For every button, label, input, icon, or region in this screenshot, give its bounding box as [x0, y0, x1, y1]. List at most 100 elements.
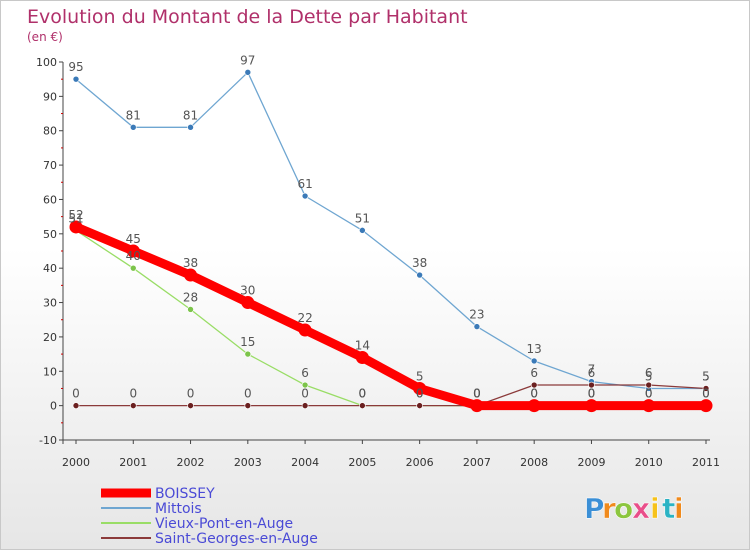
data-label: 0 [473, 387, 481, 401]
data-point [413, 381, 427, 395]
y-tick-label: 20 [43, 331, 57, 344]
data-point [699, 399, 713, 413]
legend: BOISSEYMittoisVieux-Pont-en-AugeSaint-Ge… [101, 486, 318, 547]
chart-title: Evolution du Montant de la Dette par Hab… [27, 6, 468, 28]
y-tick-label: 40 [43, 262, 57, 275]
data-point [129, 264, 137, 272]
logo-letter: r [602, 492, 616, 525]
x-tick-label: 2010 [635, 456, 663, 469]
data-label: 6 [588, 366, 596, 380]
data-point [416, 402, 423, 409]
data-label: 0 [530, 387, 538, 401]
y-tick-label: 50 [43, 228, 57, 241]
x-tick-label: 2004 [291, 456, 319, 469]
data-label: 51 [355, 211, 370, 225]
data-point [301, 402, 309, 409]
data-label: 40 [126, 249, 141, 263]
data-label: 22 [297, 311, 312, 325]
data-label: 0 [473, 387, 481, 401]
data-label: 97 [240, 53, 255, 67]
data-label: 14 [355, 339, 370, 353]
data-label: 6 [530, 366, 538, 380]
y-tick-label: 100 [36, 56, 57, 69]
data-label: 0 [301, 387, 309, 401]
x-tick-label: 2009 [577, 456, 605, 469]
data-point [473, 323, 481, 330]
x-tick-label: 2000 [62, 456, 90, 469]
data-point [645, 381, 653, 389]
data-label: 95 [68, 60, 83, 74]
data-point [584, 399, 598, 413]
series-layer [69, 69, 713, 413]
data-point [244, 350, 252, 358]
data-point [187, 402, 194, 409]
data-label: 0 [645, 387, 653, 401]
x-tick-label: 2008 [520, 456, 548, 469]
y-tick-label: 90 [43, 90, 57, 103]
data-label: 0 [416, 387, 424, 401]
legend-label: BOISSEY [155, 486, 215, 502]
data-point [72, 75, 80, 83]
series-line-0 [74, 222, 706, 411]
y-tick-label: 80 [43, 125, 57, 138]
data-point [530, 381, 538, 389]
x-tick-label: 2003 [234, 456, 262, 469]
data-label: 0 [702, 387, 710, 401]
x-tick-label: 2001 [119, 456, 147, 469]
data-point [359, 402, 366, 409]
data-label: 51 [68, 211, 83, 225]
y-tick-label: -10 [39, 434, 57, 447]
y-tick-label: 30 [43, 297, 57, 310]
data-point [301, 381, 309, 389]
data-point [301, 192, 309, 200]
y-tick-label: 70 [43, 159, 57, 172]
data-point [187, 306, 194, 313]
data-point [527, 399, 541, 413]
legend-label: Mittois [155, 501, 202, 517]
data-label: 15 [240, 335, 255, 349]
data-labels-layer: 52 45 38 30 22 14 5 0 0 0 0 0 95 81 81 97 61 51 38 23 13 7 5 5 5… [68, 53, 709, 400]
data-point [359, 227, 366, 234]
data-label: 6 [645, 366, 653, 380]
data-label: 0 [359, 387, 367, 401]
legend-label: Vieux-Pont-en-Auge [155, 516, 293, 532]
data-label: 0 [72, 387, 80, 401]
logo-letter: x [632, 492, 650, 525]
x-tick-label: 2011 [692, 456, 720, 469]
data-label: 0 [129, 387, 137, 401]
data-point [702, 385, 710, 392]
data-label: 0 [416, 387, 424, 401]
data-label: 28 [183, 290, 198, 304]
series-line-3 [76, 384, 707, 407]
logo-letter: o [614, 492, 633, 525]
chart-subtitle: (en €) [27, 30, 63, 44]
y-tick-label: 10 [43, 365, 57, 378]
data-label: 5 [645, 369, 653, 383]
data-label: 5 [416, 369, 424, 383]
data-label: 0 [588, 387, 596, 401]
x-tick-label: 2007 [463, 456, 491, 469]
data-label: 45 [126, 232, 141, 246]
data-label: 7 [588, 363, 596, 377]
data-point [470, 399, 484, 413]
logo-letter: P [584, 492, 605, 525]
data-label: 0 [244, 387, 252, 401]
data-point [129, 402, 137, 409]
data-point [129, 123, 137, 131]
data-label: 0 [473, 387, 481, 401]
data-label: 0 [359, 387, 367, 401]
series-line-2 [75, 229, 706, 407]
x-tick-label: 2002 [177, 456, 205, 469]
data-point [530, 357, 538, 365]
x-tick-label: 2005 [348, 456, 376, 469]
data-point [355, 351, 369, 365]
data-point [72, 402, 80, 409]
data-point [187, 123, 194, 131]
data-label: 13 [527, 342, 542, 356]
data-label: 81 [126, 108, 141, 122]
x-tick-label: 2006 [406, 456, 434, 469]
